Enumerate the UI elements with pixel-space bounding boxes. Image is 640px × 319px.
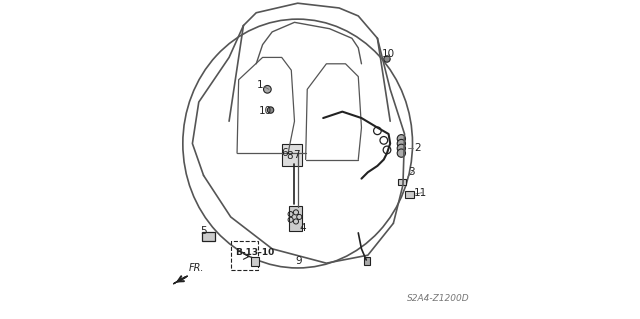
Bar — [364, 257, 370, 265]
Text: 5: 5 — [200, 226, 207, 236]
Text: 3: 3 — [408, 167, 415, 177]
Circle shape — [397, 139, 406, 148]
Bar — [252, 257, 259, 266]
Text: 6: 6 — [281, 148, 287, 158]
Circle shape — [268, 107, 274, 113]
Text: 1: 1 — [257, 80, 263, 91]
Text: 11: 11 — [414, 188, 428, 198]
Text: B-13-10: B-13-10 — [236, 248, 275, 256]
Text: 9: 9 — [295, 256, 301, 266]
Circle shape — [397, 144, 406, 152]
FancyBboxPatch shape — [289, 206, 302, 231]
Bar — [398, 179, 406, 185]
Circle shape — [397, 135, 406, 143]
Circle shape — [397, 149, 406, 157]
Text: 2: 2 — [415, 143, 421, 153]
Text: 10: 10 — [381, 49, 395, 59]
Text: 7: 7 — [292, 150, 300, 160]
Circle shape — [384, 56, 390, 62]
Text: FR.: FR. — [189, 263, 205, 273]
Text: S2A4-Z1200D: S2A4-Z1200D — [406, 294, 469, 303]
Text: 8: 8 — [286, 151, 293, 161]
Bar — [404, 191, 414, 198]
Text: 10: 10 — [259, 106, 272, 116]
Bar — [230, 241, 258, 270]
Text: 4: 4 — [300, 223, 307, 233]
Circle shape — [264, 85, 271, 93]
Bar — [202, 232, 215, 241]
Polygon shape — [173, 276, 188, 284]
FancyBboxPatch shape — [282, 144, 303, 166]
